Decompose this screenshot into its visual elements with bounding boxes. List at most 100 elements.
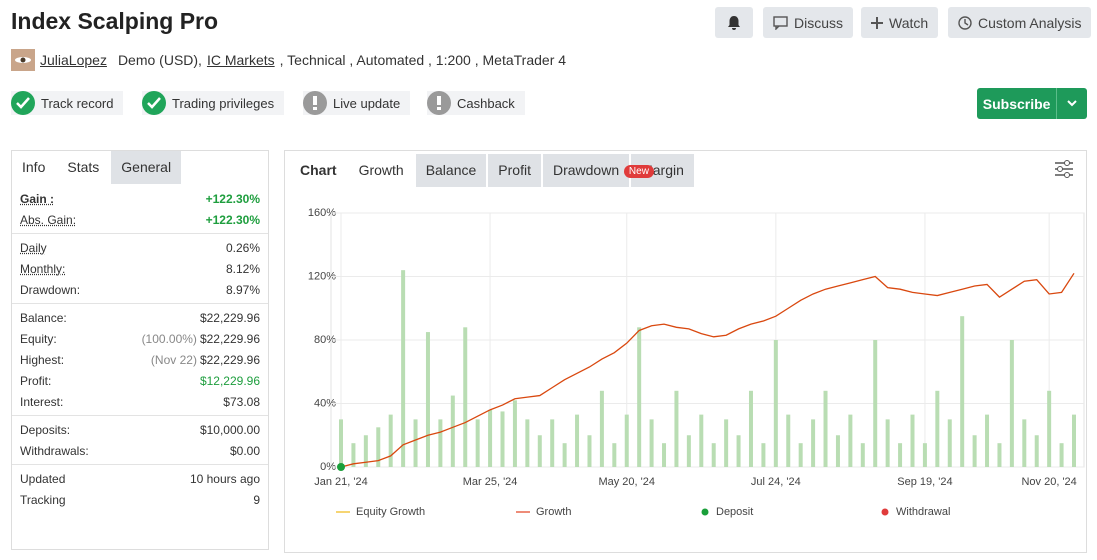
stats-value: $22,229.96	[199, 331, 260, 346]
stats-tab[interactable]: Stats	[57, 151, 110, 184]
stats-label: Balance:	[20, 310, 67, 325]
stats-note: (Nov 22)	[150, 352, 197, 367]
chart-tab[interactable]: Drawdown	[542, 154, 630, 187]
y-tick-label: 0%	[320, 461, 336, 473]
bar	[724, 419, 729, 467]
bar	[985, 414, 990, 467]
chart-tab[interactable]: Profit	[488, 154, 541, 187]
stats-value-wrap: 8.97%	[226, 283, 260, 297]
stats-label: Abs. Gain:	[20, 212, 77, 227]
legend-label[interactable]: Deposit	[716, 506, 753, 518]
stats-row: Deposits: $10,000.00	[12, 419, 268, 440]
bar	[500, 411, 505, 467]
stats-value: $12,229.96	[199, 373, 260, 388]
user-link[interactable]: JuliaLopez	[40, 52, 107, 68]
bar	[587, 435, 592, 467]
analysis-button[interactable]: Custom Analysis	[948, 7, 1092, 38]
bar	[599, 390, 604, 467]
stats-value-wrap: +122.30%	[206, 192, 260, 206]
discuss-button[interactable]: Discuss	[763, 7, 854, 38]
y-tick-label: 120%	[308, 270, 336, 282]
y-tick-label: 160%	[308, 207, 336, 219]
stats-value-wrap: 0.26%	[226, 241, 260, 255]
bar	[351, 443, 356, 467]
bar	[662, 443, 667, 467]
bar	[562, 443, 567, 467]
bar	[748, 390, 753, 467]
bar	[1047, 390, 1052, 467]
stats-row: Balance: $22,229.96	[12, 307, 268, 328]
stats-value-wrap: $10,000.00	[200, 423, 260, 437]
chart-tab[interactable]: Growth	[348, 154, 414, 187]
badge: Cashback	[427, 91, 525, 115]
bar	[463, 327, 468, 467]
badge-label: Track record	[41, 95, 114, 111]
alert-button[interactable]	[715, 7, 753, 38]
chart-panel: Chart Growth Balance Profit Drawdown MarginNe…	[284, 150, 1087, 553]
subscribe-button[interactable]: Subscribe	[977, 88, 1087, 119]
bar	[736, 435, 741, 467]
button-label: Custom Analysis	[978, 14, 1082, 31]
bar	[798, 443, 803, 467]
bar	[848, 414, 853, 467]
y-tick-label: 80%	[314, 334, 336, 346]
bar	[997, 443, 1002, 467]
legend-label[interactable]: Growth	[536, 506, 571, 518]
stats-row: Withdrawals: $0.00	[12, 440, 268, 461]
bar	[575, 414, 580, 467]
stats-group: Balance: $22,229.96 Equity: (100.00%) $22,22…	[12, 304, 268, 416]
stats-row: Highest: (Nov 22) $22,229.96	[12, 349, 268, 370]
stats-row: Interest: $73.08	[12, 391, 268, 412]
bar	[686, 435, 691, 467]
stats-label: Interest:	[20, 394, 64, 409]
stats-note: (100.00%)	[141, 331, 197, 346]
stats-label: Tracking	[20, 492, 66, 507]
badge: Trading privileges	[142, 91, 285, 115]
stats-label: Deposits:	[20, 422, 71, 437]
stats-value: 10 hours ago	[189, 471, 260, 486]
legend-label[interactable]: Withdrawal	[896, 506, 950, 518]
stats-value: $22,229.96	[199, 352, 260, 367]
stats-value: 9	[253, 492, 260, 507]
stats-group: Gain : +122.30% Abs. Gain: +122.30%	[12, 185, 268, 234]
legend-label[interactable]: Equity Growth	[356, 506, 425, 518]
bar	[910, 414, 915, 467]
bar	[1022, 419, 1027, 467]
stats-tab[interactable]: General	[111, 151, 182, 184]
stats-row: Equity: (100.00%) $22,229.96	[12, 328, 268, 349]
stats-value: $10,000.00	[199, 422, 260, 437]
chart-tab[interactable]: Chart	[290, 154, 347, 187]
bar	[786, 414, 791, 467]
broker-link[interactable]: IC Markets	[206, 52, 275, 68]
stats-value-wrap: 8.12%	[226, 262, 260, 276]
bar	[388, 414, 393, 467]
stats-panel: Info Stats General Gain : +122.30% Abs. Gain…	[11, 150, 269, 550]
x-tick-label: Sep 19, '24	[897, 476, 952, 488]
stats-row: Abs. Gain: +122.30%	[12, 209, 268, 230]
stats-group: Deposits: $10,000.00 Withdrawals: $0.00	[12, 416, 268, 465]
stats-value-wrap: (100.00%) $22,229.96	[142, 332, 260, 346]
badge-icon	[427, 91, 451, 115]
settings-icon[interactable]	[1053, 158, 1075, 180]
stats-value-wrap: (Nov 22) $22,229.96	[151, 353, 260, 367]
bar	[1034, 435, 1039, 467]
badge-label: Live update	[333, 95, 401, 111]
bar	[363, 435, 368, 467]
bar	[823, 390, 828, 467]
stats-label: Updated	[20, 471, 66, 486]
bar	[674, 390, 679, 467]
bar	[761, 443, 766, 467]
bar	[1009, 340, 1014, 467]
stats-row: Drawdown: 8.97%	[12, 279, 268, 300]
stats-tab[interactable]: Info	[12, 151, 56, 184]
stats-value: 0.26%	[225, 240, 260, 255]
badge-icon	[303, 91, 327, 115]
watch-button[interactable]: Watch	[861, 7, 939, 38]
bar	[699, 414, 704, 467]
legend-swatch	[881, 508, 889, 516]
stats-row: Monthly: 8.12%	[12, 258, 268, 279]
bar	[885, 419, 890, 467]
stats-row: Updated 10 hours ago	[12, 468, 268, 489]
bar	[488, 409, 493, 467]
chart-tab[interactable]: Balance	[415, 154, 487, 187]
